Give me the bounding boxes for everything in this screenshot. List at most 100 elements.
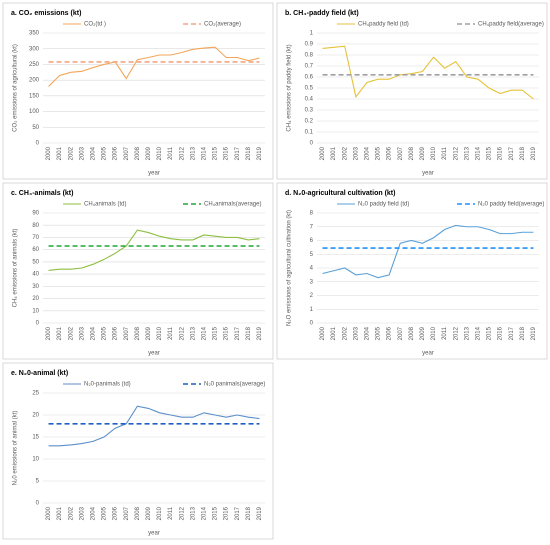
y-tick-label: 150 xyxy=(29,93,40,99)
x-tick-label: 2012 xyxy=(179,506,185,520)
y-tick-label: 80 xyxy=(32,223,39,229)
y-tick-label: 1 xyxy=(310,307,314,313)
y-tick-label: 5 xyxy=(36,479,40,485)
x-tick-label: 2007 xyxy=(398,146,404,160)
y-tick-label: 0.5 xyxy=(305,86,314,92)
x-tick-label: 2001 xyxy=(57,506,63,520)
x-tick-label: 2019 xyxy=(531,146,537,160)
y-tick-label: 10 xyxy=(32,308,39,314)
x-tick-label: 2018 xyxy=(246,326,252,340)
x-tick-label: 2015 xyxy=(487,146,493,160)
x-tick-label: 2016 xyxy=(498,326,504,340)
x-tick-label: 2012 xyxy=(453,326,459,340)
x-tick-label: 2017 xyxy=(509,146,515,160)
x-tick-label: 2007 xyxy=(124,146,130,160)
series-line xyxy=(322,45,534,100)
x-tick-label: 2014 xyxy=(476,326,482,340)
y-tick-label: 90 xyxy=(32,211,39,217)
y-tick-label: 20 xyxy=(32,413,39,419)
y-tick-label: 6 xyxy=(310,238,314,244)
y-tick-label: 40 xyxy=(32,272,39,278)
x-tick-label: 2014 xyxy=(476,146,482,160)
x-tick-label: 2019 xyxy=(257,326,263,340)
y-tick-label: 60 xyxy=(32,247,39,253)
x-tick-label: 2013 xyxy=(190,506,196,520)
y-axis-label: CH₄ emissions of paddy field (kt) xyxy=(287,44,293,131)
x-tick-label: 2005 xyxy=(102,146,108,160)
x-tick-label: 2001 xyxy=(57,326,63,340)
y-tick-label: 1 xyxy=(310,31,314,37)
chart-title: c. CH₄-animals (kt) xyxy=(11,190,73,197)
x-tick-label: 2003 xyxy=(353,146,359,160)
x-axis-label: year xyxy=(148,351,160,357)
x-tick-label: 2017 xyxy=(235,146,241,160)
x-tick-label: 2000 xyxy=(320,326,326,340)
x-tick-label: 2002 xyxy=(68,146,74,160)
legend-label: N₂0-panimals (td) xyxy=(84,382,131,388)
x-tick-label: 2005 xyxy=(376,326,382,340)
legend-label: N₂0 panimals(average) xyxy=(204,382,265,388)
x-tick-label: 2010 xyxy=(431,326,437,340)
y-tick-label: 15 xyxy=(32,435,39,441)
legend-label: N₂0 paddy field (td) xyxy=(358,202,409,208)
y-tick-label: 25 xyxy=(32,391,39,397)
x-tick-label: 2017 xyxy=(235,506,241,520)
y-tick-label: 5 xyxy=(310,252,314,258)
x-tick-label: 2003 xyxy=(79,506,85,520)
x-tick-label: 2001 xyxy=(331,146,337,160)
y-tick-label: 250 xyxy=(29,62,40,68)
x-tick-label: 2004 xyxy=(365,146,371,160)
x-tick-label: 2006 xyxy=(113,506,119,520)
x-tick-label: 2016 xyxy=(498,146,504,160)
y-tick-label: 7 xyxy=(310,224,314,230)
y-tick-label: 2 xyxy=(310,293,314,299)
panel xyxy=(2,2,274,180)
series-line xyxy=(48,405,260,447)
panel xyxy=(276,182,548,360)
x-tick-label: 2005 xyxy=(102,326,108,340)
x-tick-label: 2007 xyxy=(398,326,404,340)
y-tick-label: 50 xyxy=(32,259,39,265)
x-tick-label: 2008 xyxy=(409,146,415,160)
x-tick-label: 2009 xyxy=(146,326,152,340)
y-tick-label: 70 xyxy=(32,235,39,241)
x-tick-label: 2006 xyxy=(113,146,119,160)
y-tick-label: 0.2 xyxy=(305,119,314,125)
x-tick-label: 2002 xyxy=(68,326,74,340)
x-tick-label: 2010 xyxy=(157,146,163,160)
y-axis-label: N₂0 emissions of animal (kt) xyxy=(13,411,19,486)
y-tick-label: 0.4 xyxy=(305,97,314,103)
legend-label: N₂0 paddy field(average) xyxy=(478,202,544,208)
chart-title: a. CO₂ emissions (kt) xyxy=(11,10,81,17)
y-tick-label: 0 xyxy=(310,141,314,147)
y-tick-label: 50 xyxy=(32,125,39,131)
y-tick-label: 10 xyxy=(32,457,39,463)
x-tick-label: 2012 xyxy=(453,146,459,160)
x-tick-label: 2002 xyxy=(342,326,348,340)
x-tick-label: 2011 xyxy=(168,146,174,160)
x-tick-label: 2005 xyxy=(376,146,382,160)
x-tick-label: 2004 xyxy=(91,326,97,340)
x-tick-label: 2004 xyxy=(91,146,97,160)
legend-label: CH₄paddy field(average) xyxy=(478,22,544,28)
series-line xyxy=(48,229,260,271)
x-tick-label: 2013 xyxy=(464,146,470,160)
x-tick-label: 2018 xyxy=(246,146,252,160)
x-tick-label: 2008 xyxy=(135,146,141,160)
y-axis-label: CO₂ emissions of agricultural (kt) xyxy=(13,44,19,132)
x-tick-label: 2010 xyxy=(157,506,163,520)
y-axis-label: N₂O emissions of agricultural cultivatio… xyxy=(287,210,293,326)
x-tick-label: 2004 xyxy=(365,326,371,340)
x-tick-label: 2009 xyxy=(146,146,152,160)
y-tick-label: 0.1 xyxy=(305,130,314,136)
x-tick-label: 2000 xyxy=(46,326,52,340)
x-tick-label: 2018 xyxy=(246,506,252,520)
x-tick-label: 2016 xyxy=(224,326,230,340)
x-tick-label: 2014 xyxy=(202,326,208,340)
x-tick-label: 2009 xyxy=(420,146,426,160)
x-tick-label: 2006 xyxy=(387,326,393,340)
x-tick-label: 2012 xyxy=(179,146,185,160)
x-axis-label: year xyxy=(148,171,160,177)
panel xyxy=(2,362,274,540)
x-tick-label: 2007 xyxy=(124,506,130,520)
